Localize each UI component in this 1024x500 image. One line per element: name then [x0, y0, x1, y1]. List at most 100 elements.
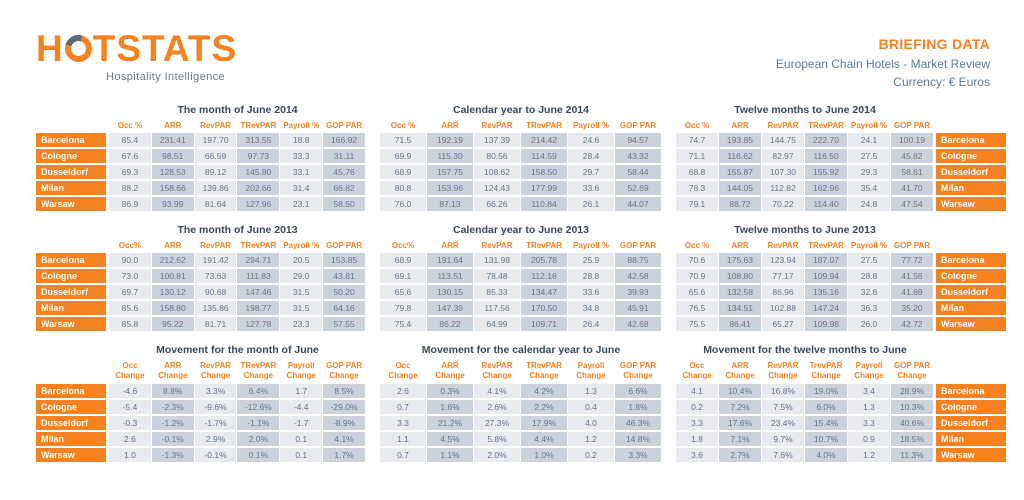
city-label: Barcelona	[36, 384, 106, 398]
data-cell: 19.0%	[805, 384, 847, 398]
header-spacer	[936, 119, 1006, 132]
data-cell: 2.6	[380, 384, 426, 398]
data-cell: 113.51	[427, 269, 473, 283]
data-cell: 79.8	[380, 301, 426, 315]
data-cell: 88.75	[615, 253, 661, 267]
data-cell: 79.1	[676, 197, 718, 211]
data-cell: 3.4	[848, 384, 890, 398]
data-cell: 10.3%	[891, 400, 933, 414]
table-row: 75.5 86.41 65.27 109.98 26.0 42.72 Warsaw	[676, 317, 1006, 331]
city-label: Dusseldorf	[936, 285, 1006, 299]
city-label: Barcelona	[936, 253, 1006, 267]
data-cell: 71.5	[380, 133, 426, 147]
column-header: ARR Change	[725, 361, 755, 380]
column-header: RevPAR	[767, 240, 799, 250]
column-header: Occ %	[117, 120, 143, 130]
column-header: ARR	[164, 120, 182, 130]
data-cell: 139.86	[194, 181, 237, 195]
stats-table: Movement for the calendar year to June Oc…	[380, 344, 662, 464]
data-cell: 187.07	[805, 253, 847, 267]
data-cell: 166.92	[323, 133, 365, 147]
data-cell: 29.3	[848, 165, 890, 179]
table-row: 74.7 193.85 144.75 222.70 24.1 100.19 Barcelon…	[676, 133, 1006, 147]
table-title: Twelve months to June 2014	[734, 104, 876, 116]
data-cell: 28.8	[568, 269, 614, 283]
city-label: Warsaw	[936, 197, 1006, 211]
data-cell: 0.2	[676, 400, 718, 414]
column-header: RevPAR Change	[200, 361, 232, 380]
data-cell: 1.2	[568, 432, 614, 446]
data-cell: 170.50	[521, 301, 567, 315]
column-header: Payroll %	[572, 120, 609, 130]
city-label: Barcelona	[936, 133, 1006, 147]
data-cell: 4.0%	[805, 448, 847, 462]
data-cell: 25.9	[568, 253, 614, 267]
table-row: Milan 88.2 158.66 139.86 202.66 31.4 66.82	[36, 181, 366, 195]
city-label: Cologne	[936, 400, 1006, 414]
data-cell: 153.85	[323, 253, 365, 267]
column-header: Payroll Change	[286, 361, 316, 380]
table-row: 68.9 191.64 131.98 205.78 25.9 88.75	[380, 253, 662, 267]
data-cell: 41.69	[891, 285, 933, 299]
data-cell: 41.56	[891, 269, 933, 283]
data-cell: 69.1	[380, 269, 426, 283]
city-label: Milan	[36, 432, 106, 446]
data-cell: 1.7%	[323, 448, 365, 462]
city-label: Dusseldorf	[36, 416, 106, 430]
data-cell: 1.7	[280, 384, 323, 398]
column-header: Payroll %	[283, 240, 320, 250]
data-cell: 50.20	[323, 285, 365, 299]
data-cell: -4.4	[280, 400, 323, 414]
data-cell: 4.1%	[474, 384, 520, 398]
data-cell: 17.6%	[719, 416, 761, 430]
data-cell: 144.75	[762, 133, 804, 147]
data-cell: 0.4	[568, 400, 614, 414]
table-title: The month of June 2014	[177, 104, 298, 116]
data-cell: -1.7%	[194, 416, 237, 430]
city-label: Milan	[936, 181, 1006, 195]
data-cell: 3.3	[380, 416, 426, 430]
table-row: 65.6 130.15 85.33 134.47 33.6 39.93	[380, 285, 662, 299]
table-header-row: Occ Change ARR Change RevPAR Change TrevPAR…	[676, 359, 1006, 383]
column-header: GOP PAR	[893, 120, 931, 130]
data-cell: 115.30	[427, 149, 473, 163]
data-cell: 3.3%	[615, 448, 661, 462]
data-cell: 2.9%	[194, 432, 237, 446]
data-cell: 123.94	[762, 253, 804, 267]
data-cell: 82.97	[762, 149, 804, 163]
city-label: Milan	[936, 432, 1006, 446]
data-cell: 158.50	[521, 165, 567, 179]
data-cell: 89.12	[194, 165, 237, 179]
city-label: Warsaw	[36, 448, 106, 462]
data-cell: 28.4	[568, 149, 614, 163]
table-row: 70.9 108.80 77.17 109.94 28.8 41.56 Cologne	[676, 269, 1006, 283]
data-cell: 57.55	[323, 317, 365, 331]
stats-table: Calendar year to June 2014 Occ % ARR RevPAR…	[380, 104, 662, 213]
data-cell: 66.82	[323, 181, 365, 195]
data-cell: 47.54	[891, 197, 933, 211]
report-currency: Currency: € Euros	[893, 75, 990, 89]
stats-table: Calendar year to June 2013 Occ% ARR RevPAR T…	[380, 224, 662, 333]
data-cell: 6.0%	[805, 400, 847, 414]
data-cell: 205.78	[521, 253, 567, 267]
data-cell: 158.66	[151, 181, 194, 195]
data-cell: 134.51	[719, 301, 761, 315]
logo-suffix: TSTATS	[92, 28, 238, 69]
data-cell: 24.8	[848, 197, 890, 211]
data-cell: 162.96	[805, 181, 847, 195]
data-cell: 100.19	[891, 133, 933, 147]
data-cell: 0.7	[380, 448, 426, 462]
data-cell: 109.98	[805, 317, 847, 331]
table-header-row: Occ Change ARR Change RevPAR Change TRevPAR…	[36, 359, 366, 383]
data-cell: 29.0	[280, 269, 323, 283]
data-cell: 86.9	[109, 197, 151, 211]
column-header: TRevPAR	[526, 240, 562, 250]
data-cell: 85.8	[109, 317, 151, 331]
column-header: GOP PAR Change	[325, 361, 363, 380]
city-label: Milan	[936, 301, 1006, 315]
column-header: TRevPAR Change	[240, 361, 277, 380]
data-cell: 111.83	[237, 269, 280, 283]
table-row: 80.8 153.96 124.43 177.99 33.6 52.69	[380, 181, 662, 195]
column-header: ARR Change	[158, 361, 188, 380]
data-cell: 75.4	[380, 317, 426, 331]
